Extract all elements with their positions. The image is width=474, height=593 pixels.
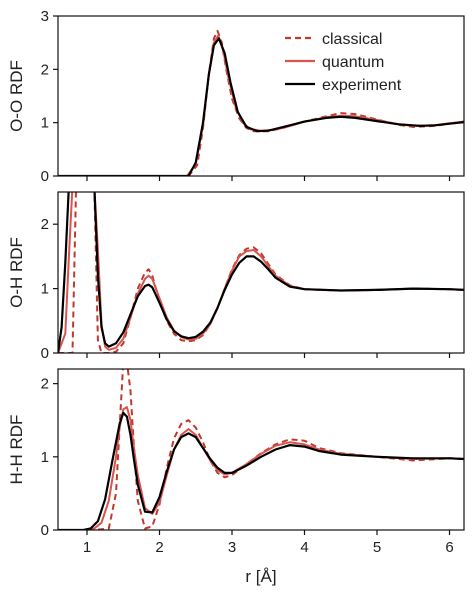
axes-frame <box>57 368 465 531</box>
y-tick-label: 2 <box>41 216 49 233</box>
series-line-experiment <box>58 37 464 176</box>
x-tick-label: 6 <box>445 539 453 556</box>
y-axis-label: O-H RDF <box>7 237 26 308</box>
plot-area <box>58 369 464 530</box>
x-axis-label: r [Å] <box>245 567 276 586</box>
plot-area <box>58 192 464 353</box>
y-tick-label: 0 <box>41 168 49 185</box>
legend: classical quantum experiment <box>285 31 402 94</box>
legend-label-classical: classical <box>322 31 382 48</box>
series-line-quantum <box>58 192 464 353</box>
series-line-experiment <box>58 192 464 353</box>
series-line-classical <box>58 192 464 353</box>
y-tick-label: 1 <box>41 281 49 298</box>
x-tick-label: 4 <box>300 539 308 556</box>
y-tick-label: 1 <box>41 449 49 466</box>
panel-o-h-rdf: 0 1 2 O-H RDF <box>7 191 465 362</box>
panel-h-h-rdf: 1 2 3 4 5 6 0 1 2 H-H RDF r [Å] <box>7 368 465 586</box>
plot-area <box>58 29 464 176</box>
y-axis-label: H-H RDF <box>7 415 26 485</box>
y-tick-label: 0 <box>41 345 49 362</box>
series-line-classical <box>58 29 464 176</box>
legend-label-quantum: quantum <box>322 54 384 71</box>
x-tick-label: 1 <box>83 539 91 556</box>
y-tick-label: 3 <box>41 8 49 25</box>
x-tick-label: 5 <box>373 539 381 556</box>
x-tick-label: 2 <box>155 539 163 556</box>
y-axis-label: O-O RDF <box>7 60 26 132</box>
legend-label-experiment: experiment <box>322 77 402 94</box>
series-line-experiment <box>58 411 464 530</box>
y-tick-label: 0 <box>41 522 49 539</box>
panel-o-o-rdf: 0 1 2 3 O-O RDF classical quantum experiment <box>7 8 465 185</box>
y-tick-label: 2 <box>41 376 49 393</box>
x-tick-label: 3 <box>228 539 236 556</box>
axes-frame <box>57 191 465 354</box>
series-line-quantum <box>58 34 464 176</box>
y-tick-label: 1 <box>41 115 49 132</box>
y-tick-label: 2 <box>41 61 49 78</box>
axes-frame <box>57 15 465 177</box>
series-line-classical <box>58 369 464 530</box>
